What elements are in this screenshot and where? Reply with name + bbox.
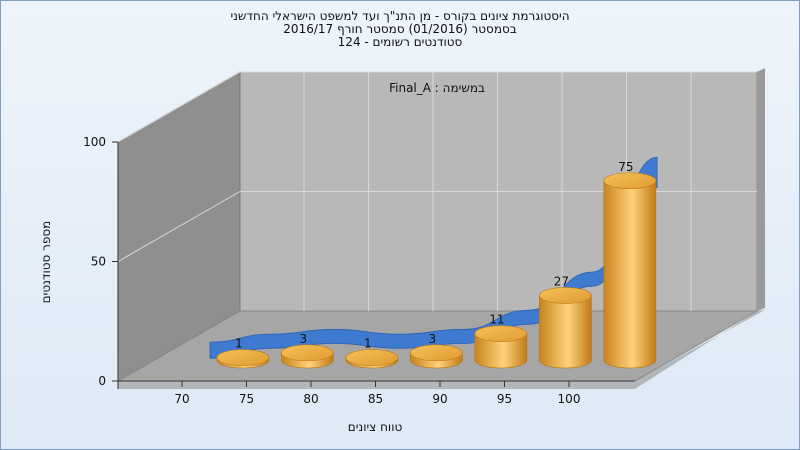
bar-value-label: 3 <box>429 332 437 346</box>
task-annotation: במשימה : Final_A <box>389 81 485 95</box>
bar <box>345 349 399 369</box>
y-axis-label: מספר סטודנטים <box>39 221 53 304</box>
y-tick-label: 100 <box>83 135 106 149</box>
chart-title: היסטוגרמת ציונים בקורס - מן התנ"ך ועד למ… <box>0 10 800 49</box>
x-tick-label: 75 <box>239 392 254 406</box>
y-tick-label: 0 <box>98 374 106 388</box>
bar-value-label: 27 <box>554 274 569 288</box>
title-line-3: סטודנטים רשומים - 124 <box>337 35 463 49</box>
x-tick-label: 85 <box>368 392 383 406</box>
bar <box>216 349 270 369</box>
y-gridline-side <box>117 71 241 143</box>
x-tick-label: 100 <box>558 392 581 406</box>
x-axis-label: טווח ציונים <box>348 420 403 434</box>
x-tick-label: 90 <box>432 392 447 406</box>
y-tick-label: 50 <box>91 255 106 269</box>
bar <box>281 344 334 369</box>
bar <box>410 344 463 369</box>
title-line-1: היסטוגרמת ציונים בקורס - מן התנ"ך ועד למ… <box>230 9 570 23</box>
back-wall-edge <box>757 68 765 311</box>
bar <box>474 325 528 369</box>
bar-value-label: 1 <box>364 337 372 351</box>
y-gridline-side <box>117 191 241 262</box>
title-line-2: בסמסטר (01/2016) סמסטר חורף 2016/17 <box>283 22 517 36</box>
bar-value-label: 1 <box>235 337 243 351</box>
bar <box>539 287 592 369</box>
x-tick-label: 70 <box>174 392 189 406</box>
bar-value-label: 75 <box>618 160 633 174</box>
x-tick-label: 80 <box>303 392 318 406</box>
bar <box>603 172 657 369</box>
bar-value-label: 3 <box>300 332 308 346</box>
x-tick-label: 95 <box>497 392 512 406</box>
bar-value-label: 11 <box>489 313 504 327</box>
